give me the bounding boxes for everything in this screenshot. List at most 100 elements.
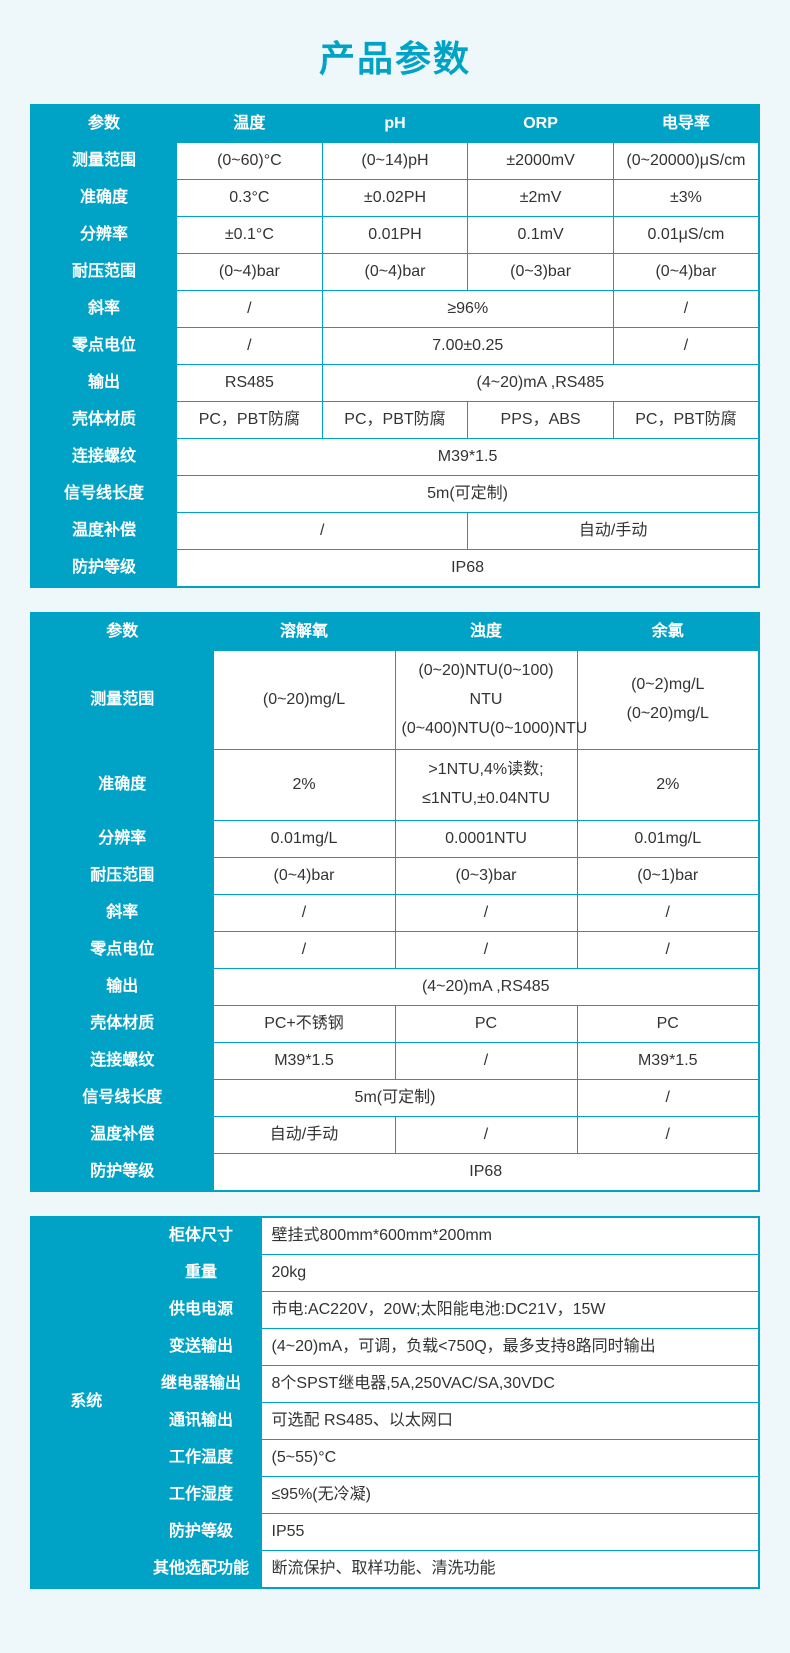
row-label: 连接螺纹 [31,1042,213,1079]
cell: 壁挂式800mm*600mm*200mm [261,1217,759,1255]
row-label: 防护等级 [31,550,177,588]
table-row: 零点电位/7.00±0.25/ [31,328,759,365]
cell: (0~4)bar [322,254,468,291]
row-label: 壳体材质 [31,402,177,439]
cell: (0~4)bar [177,254,323,291]
col-header: 余氯 [577,613,759,651]
cell: ±0.1°C [177,217,323,254]
row-label: 壳体材质 [31,1005,213,1042]
row-label: 测量范围 [31,143,177,180]
cell: 0.01mg/L [577,820,759,857]
table-row: 零点电位/// [31,931,759,968]
table-row: 耐压范围(0~4)bar(0~3)bar(0~1)bar [31,857,759,894]
row-label: 温度补偿 [31,1116,213,1153]
row-label: 输出 [31,365,177,402]
row-label: 耐压范围 [31,254,177,291]
cell: (5~55)°C [261,1439,759,1476]
row-label: 输出 [31,968,213,1005]
cell: / [177,291,323,328]
table-row: 信号线长度5m(可定制) [31,476,759,513]
col-header: 电导率 [613,105,759,143]
table-row: 防护等级IP68 [31,550,759,588]
cell: IP55 [261,1513,759,1550]
cell: / [577,894,759,931]
cell: 0.1mV [468,217,614,254]
row-label: 准确度 [31,180,177,217]
cell: / [395,894,577,931]
table-header-row: 参数溶解氧浊度余氯 [31,613,759,651]
param-header: 参数 [31,105,177,143]
cell: 5m(可定制) [177,476,759,513]
row-label: 分辨率 [31,820,213,857]
cell: PC，PBT防腐 [322,402,468,439]
table-row: 温度补偿/自动/手动 [31,513,759,550]
table-row: 分辨率0.01mg/L0.0001NTU0.01mg/L [31,820,759,857]
table-row: 壳体材质PC+不锈钢PCPC [31,1005,759,1042]
row-label: 斜率 [31,894,213,931]
row-label: 柜体尺寸 [141,1217,261,1255]
cell: (0~14)pH [322,143,468,180]
row-label: 防护等级 [141,1513,261,1550]
cell: (0~4)bar [213,857,395,894]
spec-table-2: 参数溶解氧浊度余氯测量范围(0~20)mg/L(0~20)NTU(0~100) … [30,612,760,1192]
cell: (0~20)NTU(0~100) NTU(0~400)NTU(0~1000)NT… [395,651,577,750]
cell: PC [577,1005,759,1042]
cell: 0.01μS/cm [613,217,759,254]
table-row: 通讯输出可选配 RS485、以太网口 [31,1402,759,1439]
table-row: 输出RS485(4~20)mA ,RS485 [31,365,759,402]
cell: 0.0001NTU [395,820,577,857]
row-label: 分辨率 [31,217,177,254]
table-row: 防护等级IP55 [31,1513,759,1550]
cell: (0~1)bar [577,857,759,894]
table-row: 重量20kg [31,1254,759,1291]
cell: 7.00±0.25 [322,328,613,365]
row-label: 温度补偿 [31,513,177,550]
table-row: 工作温度(5~55)°C [31,1439,759,1476]
table-row: 准确度2%>1NTU,4%读数;≤1NTU,±0.04NTU2% [31,750,759,821]
cell: 0.3°C [177,180,323,217]
row-label: 防护等级 [31,1153,213,1191]
row-label: 通讯输出 [141,1402,261,1439]
cell: / [577,1079,759,1116]
cell: / [577,931,759,968]
cell: / [213,894,395,931]
cell: / [177,328,323,365]
cell: 市电:AC220V，20W;太阳能电池:DC21V，15W [261,1291,759,1328]
table-row: 输出(4~20)mA ,RS485 [31,968,759,1005]
cell: (4~20)mA ,RS485 [213,968,759,1005]
cell: 20kg [261,1254,759,1291]
row-label: 斜率 [31,291,177,328]
row-label: 零点电位 [31,328,177,365]
spec-table-3: 系统柜体尺寸壁挂式800mm*600mm*200mm重量20kg供电电源市电:A… [30,1216,760,1589]
table-row: 斜率/// [31,894,759,931]
cell: ≤95%(无冷凝) [261,1476,759,1513]
cell: IP68 [213,1153,759,1191]
cell: M39*1.5 [577,1042,759,1079]
row-label: 供电电源 [141,1291,261,1328]
cell: 自动/手动 [213,1116,395,1153]
cell: 可选配 RS485、以太网口 [261,1402,759,1439]
row-label: 连接螺纹 [31,439,177,476]
row-label: 测量范围 [31,651,213,750]
table-row: 继电器输出8个SPST继电器,5A,250VAC/SA,30VDC [31,1365,759,1402]
table-row: 分辨率±0.1°C0.01PH0.1mV0.01μS/cm [31,217,759,254]
cell: RS485 [177,365,323,402]
cell: PC [395,1005,577,1042]
row-label: 工作温度 [141,1439,261,1476]
cell: (0~3)bar [468,254,614,291]
cell: (0~4)bar [613,254,759,291]
cell: / [395,1042,577,1079]
spec-table-1: 参数温度pHORP电导率测量范围(0~60)°C(0~14)pH±2000mV(… [30,104,760,588]
row-label: 其他选配功能 [141,1550,261,1588]
cell: PPS，ABS [468,402,614,439]
row-label: 零点电位 [31,931,213,968]
table-row: 测量范围(0~20)mg/L(0~20)NTU(0~100) NTU(0~400… [31,651,759,750]
row-label: 变送输出 [141,1328,261,1365]
cell: (0~20000)μS/cm [613,143,759,180]
cell: / [213,931,395,968]
table-row: 信号线长度5m(可定制)/ [31,1079,759,1116]
cell: IP68 [177,550,759,588]
col-header: 温度 [177,105,323,143]
row-label: 重量 [141,1254,261,1291]
row-label: 准确度 [31,750,213,821]
